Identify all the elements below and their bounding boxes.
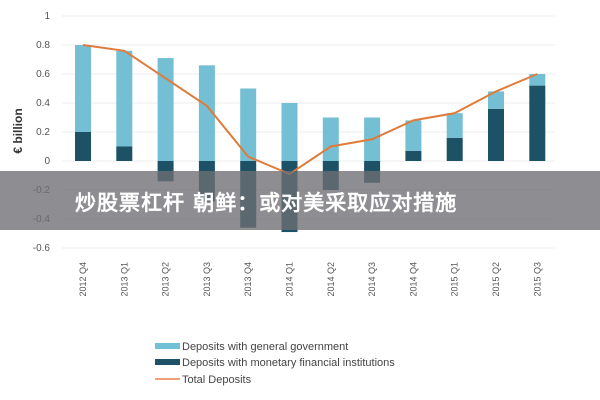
x-tick-label: 2015 Q2: [491, 262, 501, 297]
y-tick-label: 1: [44, 11, 50, 22]
x-tick-label: 2013 Q1: [119, 262, 129, 297]
x-tick-label: 2014 Q1: [285, 262, 295, 297]
bar-general-government: [405, 120, 422, 151]
y-tick-label: 0.2: [36, 127, 50, 138]
y-tick-label: 0.8: [36, 40, 50, 51]
bar-mfi: [446, 137, 463, 161]
bar-mfi: [529, 85, 546, 161]
bar-general-government: [529, 74, 546, 86]
bar-general-government: [446, 113, 463, 138]
x-tick-label: 2014 Q2: [326, 262, 336, 297]
legend-label: Deposits with general government: [182, 341, 348, 353]
y-tick-label: 0: [44, 156, 50, 167]
x-tick-label: 2014 Q3: [367, 262, 377, 297]
line-total-deposits: [82, 44, 538, 176]
legend-swatch: [155, 359, 180, 365]
bar-mfi: [116, 146, 133, 161]
bar-general-government: [116, 50, 133, 147]
x-tick-label: 2013 Q3: [202, 262, 212, 297]
x-tick-label: 2013 Q2: [161, 262, 171, 297]
bar-general-government: [157, 58, 174, 161]
legend-label: Deposits with monetary financial institu…: [182, 357, 395, 369]
x-tick-label: 2015 Q3: [532, 262, 542, 297]
y-tick-label: 0.4: [36, 98, 50, 109]
bar-general-government: [75, 45, 91, 132]
bar-general-government: [322, 117, 339, 161]
bar-mfi: [75, 132, 91, 161]
bar-general-government: [281, 103, 298, 161]
legend-label: Total Deposits: [182, 374, 252, 386]
x-tick-label: 2012 Q4: [78, 262, 88, 297]
y-tick-label: -0.6: [33, 243, 51, 254]
overlay-banner: 炒股票杠杆 朝鲜：或对美采取应对措施: [0, 171, 600, 230]
legend-swatch: [155, 343, 180, 349]
bar-general-government: [488, 91, 504, 109]
x-tick-label: 2014 Q4: [408, 262, 418, 297]
bar-general-government: [240, 88, 257, 161]
x-tick-label: 2015 Q1: [450, 262, 460, 297]
banner-text: 炒股票杠杆 朝鲜：或对美采取应对措施: [75, 191, 458, 215]
x-tick-label: 2013 Q4: [243, 262, 253, 297]
bar-general-government: [198, 65, 215, 161]
y-tick-label: 0.6: [36, 69, 50, 80]
y-axis-label: € billion: [11, 108, 25, 153]
bar-mfi: [488, 108, 504, 161]
bar-mfi: [405, 150, 422, 161]
